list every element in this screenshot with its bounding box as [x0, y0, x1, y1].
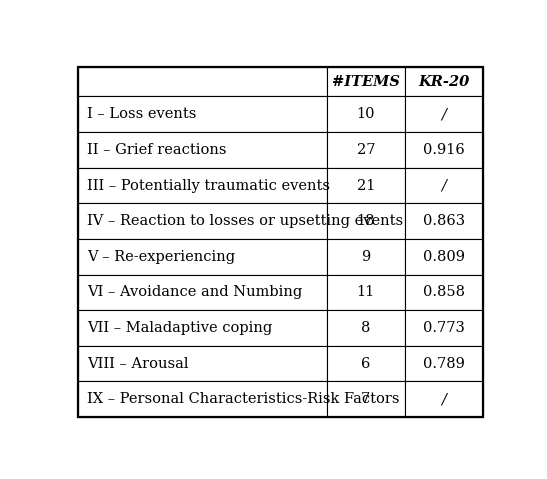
Text: 21: 21 [357, 179, 375, 193]
Text: 11: 11 [357, 285, 375, 299]
Text: VIII – Arousal: VIII – Arousal [87, 357, 189, 371]
Bar [405, 132, 483, 168]
Text: 8: 8 [361, 321, 370, 335]
Text: 7: 7 [361, 392, 370, 406]
Text: 27: 27 [357, 143, 375, 157]
Text: 18: 18 [357, 214, 375, 228]
Text: 0.858: 0.858 [423, 285, 465, 299]
Text: I – Loss events: I – Loss events [87, 107, 196, 121]
Bar [327, 168, 405, 204]
Bar [327, 274, 405, 310]
Bar [405, 346, 483, 381]
Text: 0.916: 0.916 [423, 143, 465, 157]
Bar [405, 168, 483, 204]
Text: 9: 9 [361, 250, 370, 264]
Bar [78, 132, 327, 168]
Bar [405, 274, 483, 310]
Bar [327, 310, 405, 346]
Bar [327, 346, 405, 381]
Text: II – Grief reactions: II – Grief reactions [87, 143, 226, 157]
Text: III – Potentially traumatic events: III – Potentially traumatic events [87, 179, 330, 193]
Text: V – Re-experiencing: V – Re-experiencing [87, 250, 235, 264]
Text: VI – Avoidance and Numbing: VI – Avoidance and Numbing [87, 285, 302, 299]
Bar [78, 168, 327, 204]
Bar [405, 381, 483, 417]
Bar [327, 381, 405, 417]
Bar [405, 310, 483, 346]
Bar [78, 67, 327, 96]
Text: IV – Reaction to losses or upsetting events: IV – Reaction to losses or upsetting eve… [87, 214, 403, 228]
Text: /: / [441, 107, 446, 121]
Text: /: / [441, 179, 446, 193]
Bar [327, 67, 405, 96]
Bar [78, 96, 327, 132]
Text: /: / [441, 392, 446, 406]
Text: 0.789: 0.789 [423, 357, 465, 371]
Bar [78, 310, 327, 346]
Text: 0.863: 0.863 [423, 214, 465, 228]
Text: VII – Maladaptive coping: VII – Maladaptive coping [87, 321, 272, 335]
Bar [78, 239, 327, 274]
Text: IX – Personal Characteristics-Risk Factors: IX – Personal Characteristics-Risk Facto… [87, 392, 399, 406]
Text: 10: 10 [357, 107, 375, 121]
Text: KR-20: KR-20 [418, 75, 469, 89]
Bar [405, 204, 483, 239]
Bar [327, 96, 405, 132]
Bar [327, 239, 405, 274]
Bar [78, 204, 327, 239]
Bar [78, 274, 327, 310]
Bar [405, 67, 483, 96]
Bar [405, 239, 483, 274]
Text: 0.773: 0.773 [423, 321, 465, 335]
Bar [405, 96, 483, 132]
Bar [78, 381, 327, 417]
Bar [78, 346, 327, 381]
Bar [327, 204, 405, 239]
Text: 0.809: 0.809 [423, 250, 465, 264]
Text: #ITEMS: #ITEMS [332, 75, 400, 89]
Bar [327, 132, 405, 168]
Text: 6: 6 [361, 357, 370, 371]
